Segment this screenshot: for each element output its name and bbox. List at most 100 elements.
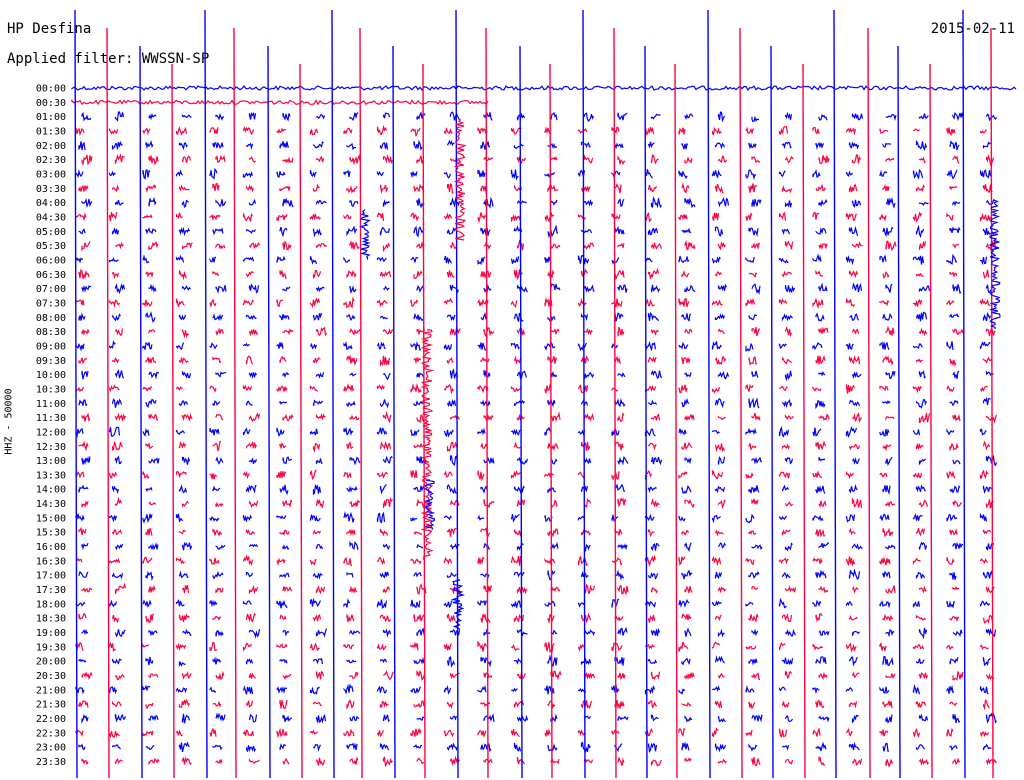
event-burst: [424, 479, 436, 530]
spike-line: [802, 63, 806, 779]
spike-line: [171, 63, 175, 779]
row-label: 23:00: [36, 743, 66, 754]
spike-line: [962, 9, 966, 779]
row-label: 20:00: [36, 657, 66, 668]
row-label: 18:00: [36, 599, 66, 610]
row-label: 14:00: [36, 485, 66, 496]
trace-row: [81, 282, 994, 296]
row-label: 05:00: [36, 227, 66, 238]
row-label: 19:30: [36, 642, 66, 653]
row-label: 07:00: [36, 284, 66, 295]
trace-row: [78, 354, 992, 367]
row-label: 23:30: [36, 757, 66, 768]
trace-row: [78, 396, 991, 410]
trace-row: [75, 124, 987, 138]
row-label: 04:00: [36, 198, 66, 209]
station-title: HP Desfina: [7, 21, 92, 37]
spike-line: [331, 9, 335, 779]
spike-line: [204, 9, 208, 779]
trace-row: [75, 469, 989, 482]
trace-row: [81, 582, 995, 596]
trace-row: [78, 139, 991, 151]
row-labels: 00:00 00:30 01:00 01:30 02:00 02:30 03:00 03:30…: [36, 84, 66, 769]
row-label: 01:30: [36, 126, 66, 137]
trace-row: [78, 568, 994, 582]
seismic-traces: [71, 85, 1017, 768]
trace-row: [75, 727, 990, 739]
row-label: 03:00: [36, 169, 66, 180]
trace-row: [78, 698, 990, 711]
event-burst: [453, 119, 467, 241]
filter-label: Applied filter: WWSSN-SP: [7, 51, 210, 67]
spike-line: [392, 45, 396, 779]
spike-line: [707, 9, 711, 779]
spike-line: [770, 45, 774, 779]
trace-row: [75, 683, 989, 696]
row-label: 02:00: [36, 141, 66, 152]
trace-row: [81, 111, 997, 123]
row-label: 19:00: [36, 628, 66, 639]
row-label: 02:30: [36, 155, 66, 166]
trace-row: [78, 311, 992, 323]
trace-row: [81, 712, 997, 724]
trace-row: [75, 167, 992, 181]
spike-line: [739, 27, 743, 779]
trace-row: [81, 239, 997, 253]
row-label: 18:30: [36, 614, 66, 625]
spike-line: [519, 45, 523, 779]
row-label: 12:00: [36, 427, 66, 438]
event-spikes: [74, 9, 1001, 779]
trace-row: [75, 425, 987, 439]
row-label: 09:30: [36, 356, 66, 367]
row-label: 00:00: [36, 84, 66, 95]
spike-line: [74, 9, 78, 779]
trace-row: [78, 526, 992, 539]
row-label: 17:30: [36, 585, 66, 596]
row-label: 01:00: [36, 112, 66, 123]
spike-line: [833, 9, 837, 779]
trace-row: [75, 511, 988, 524]
trace-row: [78, 440, 991, 453]
row-label: 22:30: [36, 728, 66, 739]
trace-row: [78, 612, 994, 625]
spike-line: [422, 63, 426, 779]
trace-row: [75, 640, 989, 654]
trace-row: [75, 296, 991, 309]
trace-row: [71, 85, 1017, 92]
row-label: 13:00: [36, 456, 66, 467]
trace-row: [81, 755, 997, 768]
trace-row: [75, 339, 991, 352]
row-label: 04:30: [36, 212, 66, 223]
trace-row: [75, 597, 991, 609]
trace-row: [81, 196, 995, 209]
row-label: 16:30: [36, 556, 66, 567]
trace-row: [71, 99, 489, 106]
spike-line: [299, 63, 303, 779]
spike-line: [582, 9, 586, 779]
event-burst: [450, 579, 465, 630]
row-label: 08:00: [36, 313, 66, 324]
trace-row: [81, 410, 998, 424]
row-label: 09:00: [36, 341, 66, 352]
row-label: 07:30: [36, 298, 66, 309]
trace-row: [78, 224, 995, 239]
trace-row: [81, 454, 998, 467]
spike-line: [929, 63, 933, 779]
spike-line: [359, 27, 363, 779]
row-label: 15:30: [36, 528, 66, 539]
row-label: 10:30: [36, 384, 66, 395]
row-label: 03:30: [36, 184, 66, 195]
date-label: 2015-02-11: [930, 21, 1015, 37]
spike-line: [233, 27, 237, 779]
spike-line: [613, 27, 617, 779]
spike-line: [549, 63, 553, 779]
spike-line: [485, 27, 489, 779]
spike-line: [139, 45, 143, 779]
trace-row: [81, 540, 995, 553]
row-label: 13:30: [36, 470, 66, 481]
trace-row: [75, 382, 988, 395]
spike-line: [106, 27, 110, 779]
trace-row: [78, 267, 990, 281]
spike-line: [867, 27, 871, 779]
row-label: 20:30: [36, 671, 66, 682]
